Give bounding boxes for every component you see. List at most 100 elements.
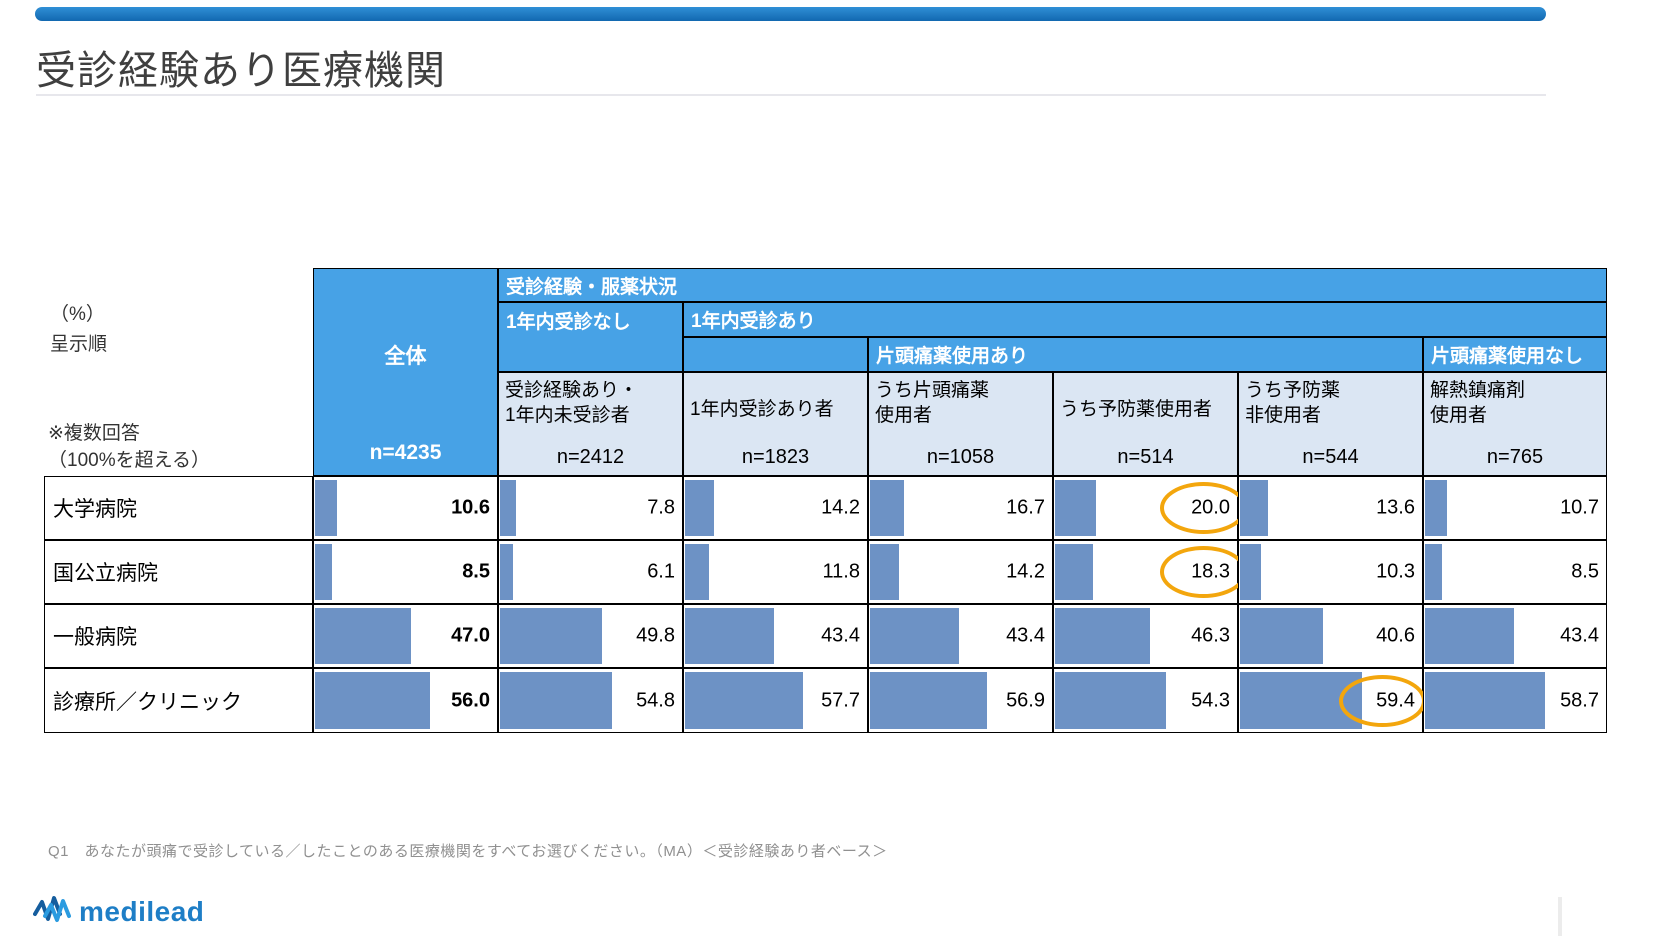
overall-label: 全体	[384, 345, 427, 368]
title-divider	[36, 94, 1546, 96]
cell-r2-c2: 43.4	[683, 604, 868, 668]
column-n-4: n=544	[1302, 446, 1359, 468]
cell-r1-c4: 18.3	[1053, 540, 1247, 604]
cell-r1-c3: 14.2	[868, 540, 1053, 604]
bar	[500, 608, 603, 664]
question-note: Q1 あなたが頭痛で受診している／したことのある医療機関をすべてお選びください。…	[48, 843, 888, 860]
cell-r2-c6: 43.4	[1423, 604, 1607, 668]
value: 16.7	[1006, 496, 1045, 519]
cell-r2-c4: 46.3	[1053, 604, 1238, 668]
bar	[685, 608, 774, 664]
column-n-3: n=514	[1117, 446, 1174, 468]
bar	[315, 672, 430, 729]
cell-r3-c5: 59.4	[1238, 668, 1426, 733]
logo-text: medilead	[79, 895, 205, 927]
cell-r0-c1: 7.8	[498, 476, 683, 540]
cell-r2-c5: 40.6	[1238, 604, 1423, 668]
value: 49.8	[636, 624, 675, 647]
column-header-0: 受診経験あり・ 1年内未受診者 n=2412	[498, 372, 683, 476]
bar	[870, 608, 959, 664]
value: 8.5	[462, 560, 490, 583]
header-migraine-med-no: 片頭痛薬使用なし	[1423, 337, 1607, 372]
value: 7.8	[647, 496, 675, 519]
bar	[500, 480, 516, 536]
bar	[685, 480, 715, 536]
cell-r2-c0: 47.0	[313, 604, 498, 668]
column-n-2: n=1058	[926, 446, 995, 468]
value: 10.6	[451, 496, 490, 519]
bar	[1425, 480, 1447, 536]
cell-r1-c5: 10.3	[1238, 540, 1423, 604]
cell-r0-c2: 14.2	[683, 476, 868, 540]
bar	[870, 544, 900, 600]
cell-r2-c3: 43.4	[868, 604, 1053, 668]
row-label-1: 国公立病院	[44, 540, 313, 604]
highlight-circle	[1339, 675, 1426, 727]
value: 40.6	[1376, 624, 1415, 647]
value: 6.1	[647, 560, 675, 583]
bar	[500, 544, 513, 600]
header-group-top: 受診経験・服薬状況	[498, 268, 1607, 302]
value: 43.4	[1560, 624, 1599, 647]
cell-r1-c1: 6.1	[498, 540, 683, 604]
value: 13.6	[1376, 496, 1415, 519]
cell-r3-c1: 54.8	[498, 668, 683, 733]
bar	[1425, 672, 1546, 729]
value: 54.8	[636, 689, 675, 711]
column-n-5: n=765	[1486, 446, 1544, 468]
bar	[315, 544, 333, 600]
cell-r3-c2: 57.7	[683, 668, 868, 733]
bar	[1055, 544, 1093, 600]
bar	[1055, 672, 1167, 729]
value: 58.7	[1560, 689, 1599, 711]
overall-n: n=4235	[369, 441, 442, 464]
cell-r1-c0: 8.5	[313, 540, 498, 604]
bar	[315, 480, 337, 536]
order-label: 呈示順	[50, 334, 108, 355]
value: 11.8	[822, 560, 860, 583]
row-label-0: 大学病院	[44, 476, 313, 540]
bottom-right-divider	[1558, 897, 1562, 936]
column-n-0: n=2412	[556, 446, 625, 468]
header-filler-cell	[683, 337, 868, 372]
value: 54.3	[1191, 689, 1230, 711]
column-header-4: うち予防薬 非使用者 n=544	[1238, 372, 1423, 476]
header-visit-1y: 1年内受診あり	[683, 302, 1607, 337]
cell-r0-c3: 16.7	[868, 476, 1053, 540]
cell-r3-c6: 58.7	[1423, 668, 1607, 733]
bar	[685, 672, 804, 729]
column-header-3: うち予防薬使用者 n=514	[1053, 372, 1238, 476]
cell-r3-c0: 56.0	[313, 668, 498, 733]
pulse-icon	[33, 893, 75, 930]
bar	[1240, 608, 1324, 664]
column-header-2: うち片頭痛薬 使用者 n=1058	[868, 372, 1053, 476]
unit-note: （%） 呈示順	[50, 300, 107, 360]
value: 8.5	[1571, 560, 1599, 583]
column-header-5: 解熱鎮痛剤 使用者 n=765	[1423, 372, 1607, 476]
highlight-circle	[1160, 546, 1247, 598]
medilead-logo: medilead	[33, 893, 204, 930]
cell-r0-c0: 10.6	[313, 476, 498, 540]
highlight-circle	[1160, 482, 1247, 534]
column-header-1: 1年内受診あり者 n=1823	[683, 372, 868, 476]
bar	[1240, 480, 1268, 536]
row-label-2: 一般病院	[44, 604, 313, 668]
bar	[870, 480, 905, 536]
chart-table: 全体 n=4235 受診経験・服薬状況 1年内受診なし 1年内受診あり 片頭痛薬…	[44, 268, 1607, 733]
value: 43.4	[1006, 624, 1045, 647]
column-n-1: n=1823	[741, 446, 810, 468]
value: 47.0	[451, 624, 490, 647]
cell-r3-c4: 54.3	[1053, 668, 1238, 733]
cell-r0-c5: 13.6	[1238, 476, 1423, 540]
cell-r1-c2: 11.8	[683, 540, 868, 604]
value: 10.3	[1376, 560, 1415, 583]
percent-label: （%）	[50, 304, 105, 325]
bar	[1425, 544, 1443, 600]
bar	[315, 608, 412, 664]
cell-r2-c1: 49.8	[498, 604, 683, 668]
bar	[870, 672, 987, 729]
cell-r3-c3: 56.9	[868, 668, 1053, 733]
top-accent-bar	[35, 7, 1546, 21]
header-no-visit-1y: 1年内受診なし	[498, 302, 683, 372]
